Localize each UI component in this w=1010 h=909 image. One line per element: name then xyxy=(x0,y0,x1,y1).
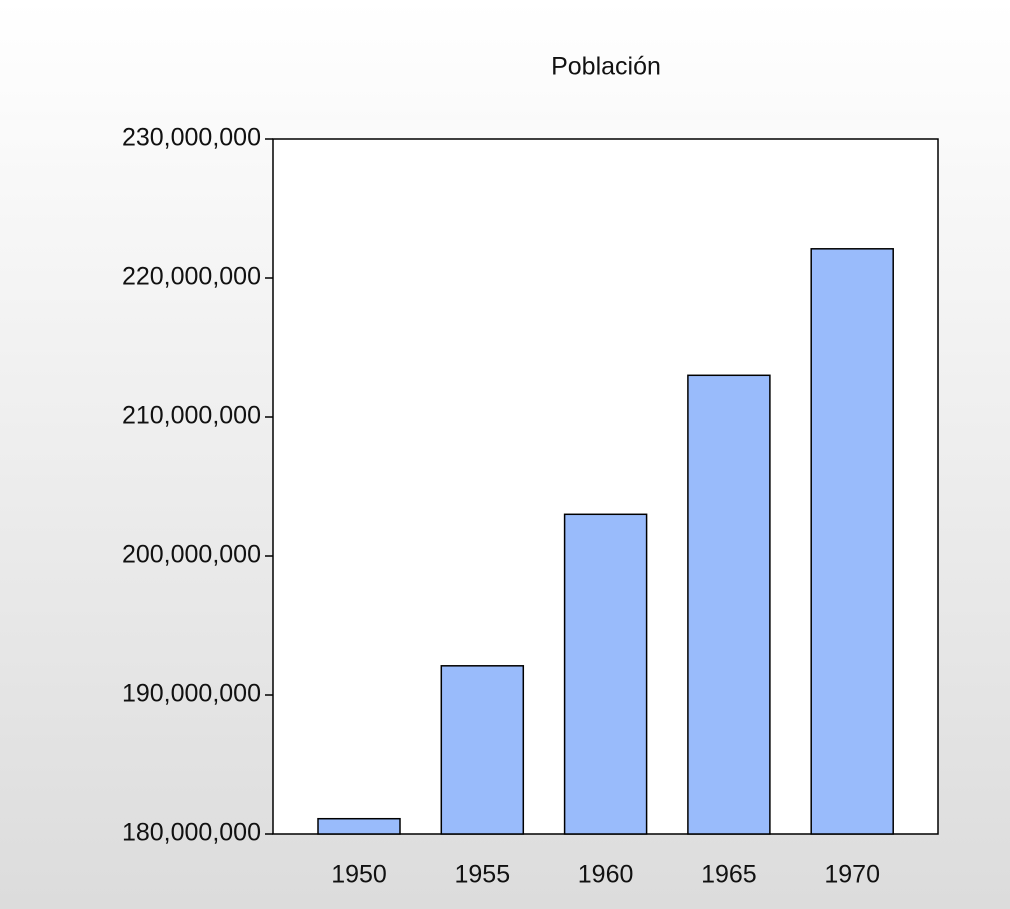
y-tick-label: 210,000,000 xyxy=(122,402,261,430)
bar xyxy=(563,513,648,835)
bar xyxy=(317,817,401,835)
x-tick-label: 1970 xyxy=(824,861,880,889)
y-tick-label: 180,000,000 xyxy=(122,819,261,847)
bar xyxy=(687,374,771,835)
y-tick-label: 200,000,000 xyxy=(122,541,261,569)
x-tick-label: 1950 xyxy=(331,861,387,889)
bar xyxy=(810,248,894,835)
x-tick-label: 1965 xyxy=(701,861,757,889)
x-tick-label: 1955 xyxy=(454,861,510,889)
chart-title: Población xyxy=(551,53,661,81)
bar xyxy=(440,665,525,835)
y-tick-label: 220,000,000 xyxy=(122,263,261,291)
y-tick-label: 190,000,000 xyxy=(122,680,261,708)
y-tick-label: 230,000,000 xyxy=(122,124,261,152)
x-tick-label: 1960 xyxy=(578,861,634,889)
